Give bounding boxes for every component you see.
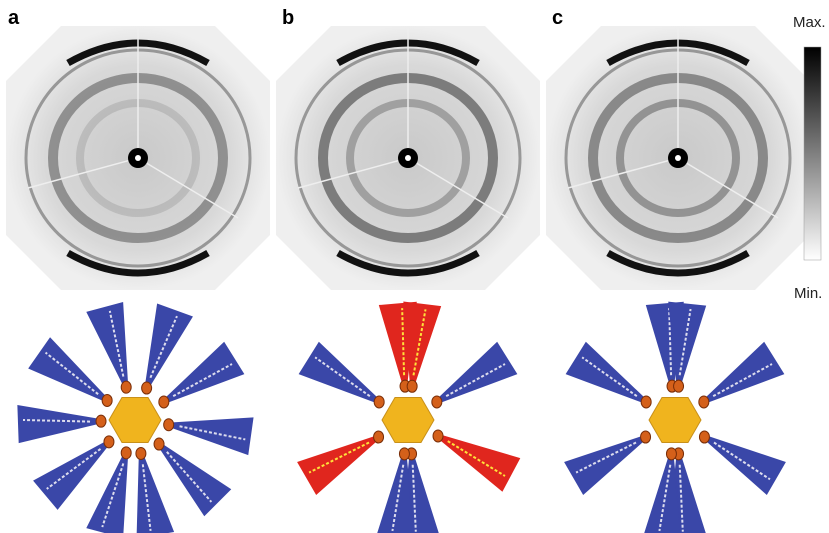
diffraction-pattern xyxy=(276,26,540,290)
carboxylate xyxy=(142,382,152,394)
carboxylate xyxy=(699,396,709,408)
ligand-arm xyxy=(172,418,253,455)
ligand-arm xyxy=(404,302,441,383)
carboxylate xyxy=(164,419,174,431)
carboxylate xyxy=(104,436,114,448)
carboxylate xyxy=(102,394,112,406)
carboxylate xyxy=(159,396,169,408)
diffraction-pattern xyxy=(546,26,810,290)
carboxylate xyxy=(374,431,384,443)
diffraction-pattern xyxy=(6,26,270,290)
ligand-arm xyxy=(137,457,173,533)
carboxylate xyxy=(699,431,709,443)
metal-core xyxy=(649,397,701,442)
carboxylate xyxy=(407,380,417,392)
carboxylate xyxy=(374,396,384,408)
carboxylate xyxy=(433,430,443,442)
ligand-arm xyxy=(87,456,127,533)
molecular-models xyxy=(18,302,785,533)
carboxylate xyxy=(641,431,651,443)
carboxylate xyxy=(136,447,146,459)
molecule xyxy=(565,302,785,533)
center-hole xyxy=(405,155,411,161)
carboxylate xyxy=(121,381,131,393)
panel-label: c xyxy=(552,7,563,29)
carboxylate xyxy=(96,415,106,427)
carboxylate xyxy=(399,448,409,460)
metal-core xyxy=(382,397,434,442)
carboxylate xyxy=(666,448,676,460)
colorbar-max: Max. xyxy=(793,14,826,31)
carboxylate xyxy=(641,396,651,408)
figure: a b c Max. Min. xyxy=(0,0,829,533)
carboxylate xyxy=(674,380,684,392)
colorbar xyxy=(804,47,821,260)
ligand-arm xyxy=(18,406,97,443)
carboxylate xyxy=(154,438,164,450)
center-hole xyxy=(135,155,141,161)
carboxylate xyxy=(121,447,131,459)
center-hole xyxy=(675,155,681,161)
panel-label: a xyxy=(8,7,20,29)
carboxylate xyxy=(432,396,442,408)
diffraction-patterns xyxy=(6,26,810,290)
molecule xyxy=(298,302,520,533)
colorbar-min: Min. xyxy=(794,285,822,302)
panel-label: b xyxy=(282,7,294,29)
molecule xyxy=(18,303,253,533)
metal-core xyxy=(109,397,161,442)
